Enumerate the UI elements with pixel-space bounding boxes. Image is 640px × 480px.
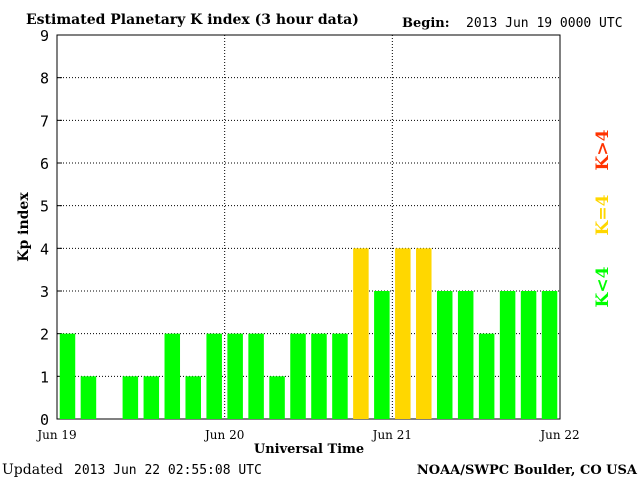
y-tick-label: 5 bbox=[40, 198, 49, 216]
y-tick-label: 7 bbox=[40, 112, 49, 130]
kp-bar bbox=[416, 248, 432, 419]
kp-bar bbox=[227, 333, 243, 419]
kp-bar bbox=[269, 376, 285, 419]
begin-label: Begin: bbox=[402, 16, 450, 31]
kp-bar bbox=[248, 333, 264, 419]
kp-bar bbox=[59, 333, 76, 419]
x-tick-label: Jun 20 bbox=[203, 428, 244, 442]
legend-above-4: K>4 bbox=[593, 129, 613, 170]
kp-bar bbox=[374, 291, 390, 419]
kp-bar bbox=[478, 333, 495, 419]
y-tick-labels: 0 1 2 3 4 5 6 7 8 9 bbox=[40, 27, 49, 429]
x-tick-label: Jun 22 bbox=[538, 428, 579, 442]
kp-bar bbox=[457, 291, 474, 419]
x-tick-labels: Jun 19 Jun 20 Jun 21 Jun 22 bbox=[35, 428, 579, 442]
begin-value: 2013 Jun 19 0000 UTC bbox=[466, 16, 623, 31]
kp-bar bbox=[520, 291, 537, 419]
kp-bar bbox=[436, 291, 453, 419]
y-tick-label: 8 bbox=[40, 70, 49, 88]
legend-equal-4: K=4 bbox=[593, 194, 613, 235]
y-tick-label: 6 bbox=[40, 155, 49, 173]
kp-bar bbox=[143, 376, 160, 419]
kp-bar bbox=[164, 333, 181, 419]
kp-bar bbox=[541, 291, 558, 419]
kp-bar bbox=[290, 333, 306, 419]
x-tick-label: Jun 19 bbox=[35, 428, 76, 442]
x-axis-label: Universal Time bbox=[254, 442, 364, 457]
kp-bar bbox=[311, 333, 327, 419]
y-tick-label: 4 bbox=[40, 240, 49, 258]
chart-title: Estimated Planetary K index (3 hour data… bbox=[26, 12, 359, 28]
x-tick-label: Jun 21 bbox=[371, 428, 412, 442]
kp-bar bbox=[80, 376, 97, 419]
kp-bar bbox=[499, 291, 516, 419]
kp-bar bbox=[395, 248, 411, 419]
kp-bar bbox=[185, 376, 201, 419]
y-tick-label: 3 bbox=[40, 283, 49, 301]
bar-series bbox=[59, 248, 558, 419]
kp-bar bbox=[206, 333, 222, 419]
y-tick-label: 9 bbox=[40, 27, 49, 45]
plot-area bbox=[56, 34, 561, 420]
y-tick-label: 2 bbox=[40, 326, 49, 344]
kp-bar bbox=[353, 248, 369, 419]
updated-value: 2013 Jun 22 02:55:08 UTC bbox=[74, 463, 262, 478]
y-tick-label: 0 bbox=[40, 411, 49, 429]
kp-bar bbox=[332, 333, 348, 419]
kp-bar bbox=[122, 376, 139, 419]
legend-below-4: K<4 bbox=[593, 266, 613, 307]
source-credit: NOAA/SWPC Boulder, CO USA bbox=[417, 463, 638, 478]
updated-label: Updated bbox=[2, 462, 63, 478]
y-tick-label: 1 bbox=[40, 368, 49, 386]
y-axis-label: Kp index bbox=[16, 192, 32, 262]
